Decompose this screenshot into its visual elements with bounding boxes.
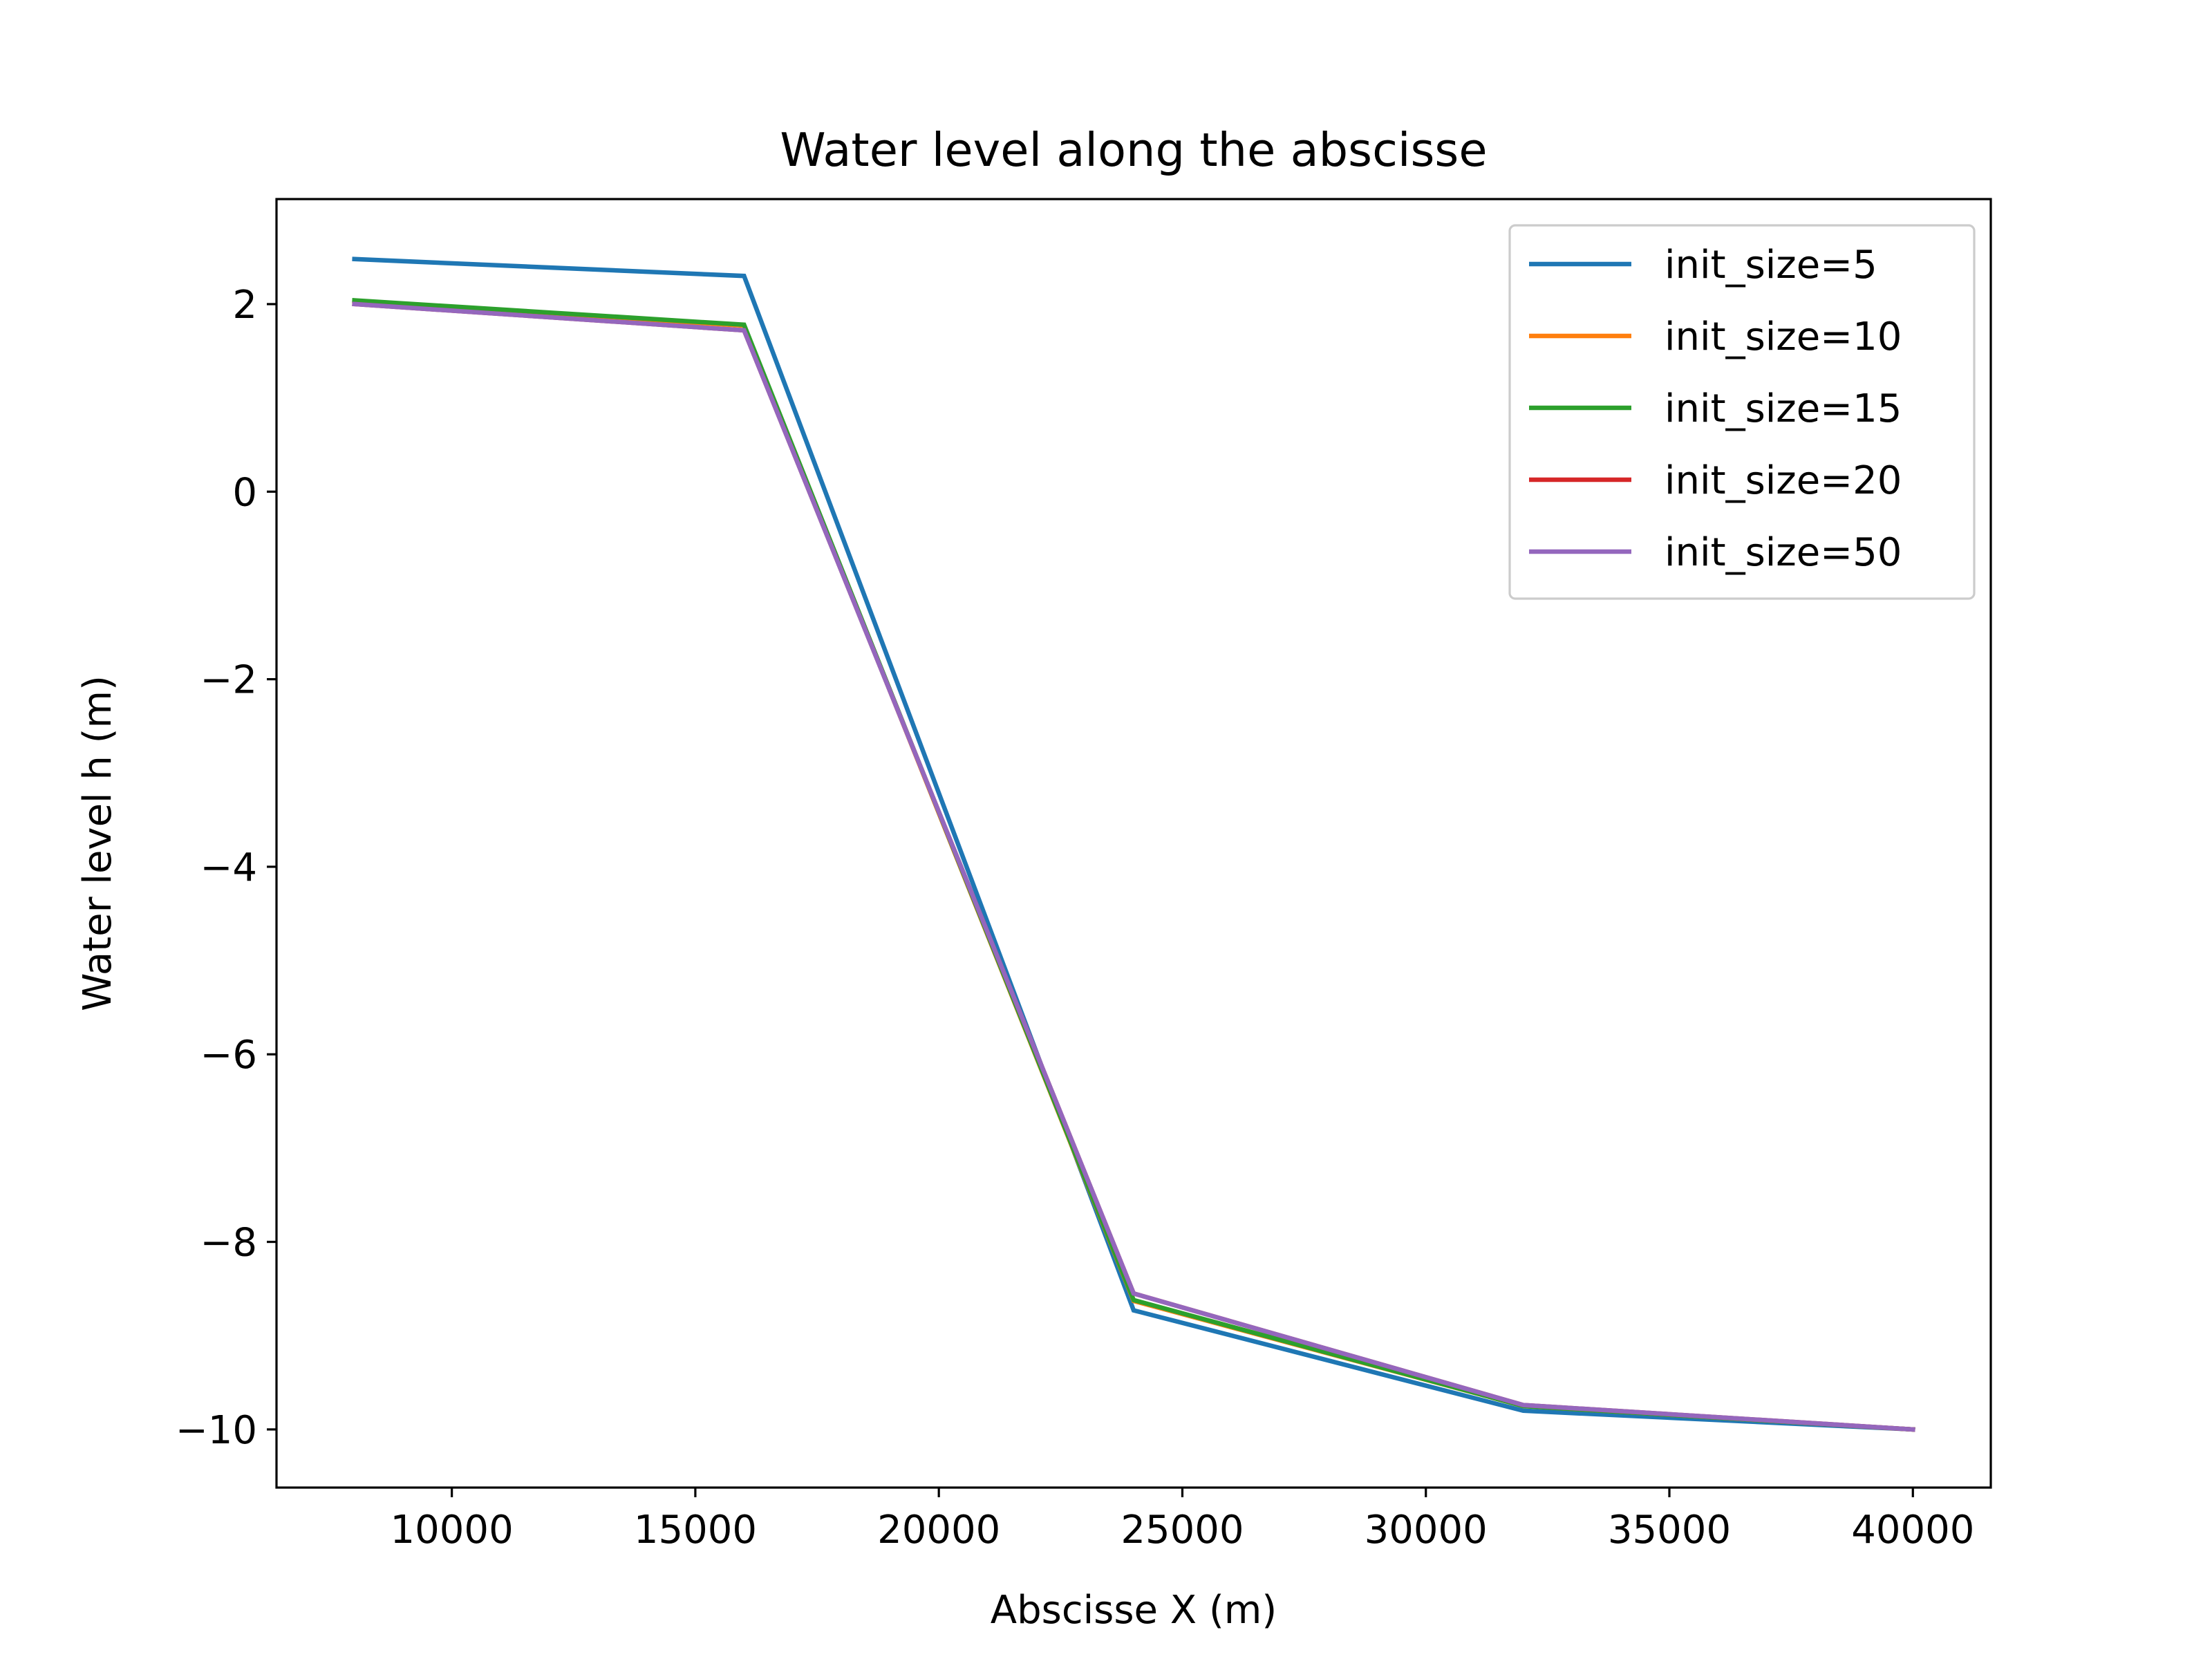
x-tick-label: 20000 (877, 1508, 1000, 1553)
legend-box (1508, 224, 1976, 600)
x-axis-ticks: 10000 15000 20000 25000 30000 35000 40000 (391, 1488, 1974, 1553)
y-tick-label: −2 (200, 658, 257, 703)
y-tick-label: −6 (200, 1033, 257, 1078)
legend-label: init_size=15 (1665, 386, 1902, 431)
x-tick-label: 25000 (1121, 1508, 1244, 1553)
y-tick-label: 2 (232, 283, 257, 328)
series-line-init-size-5 (352, 256, 1915, 1432)
y-tick-label: −4 (200, 845, 257, 890)
y-tick-label: −10 (176, 1408, 257, 1453)
plot-frame (275, 198, 1992, 1489)
legend-label: init_size=10 (1665, 315, 1902, 359)
x-tick-label: 30000 (1365, 1508, 1488, 1553)
chart-title: Water level along the abscisse (780, 123, 1487, 177)
x-axis-label: Abscisse X (m) (991, 1588, 1277, 1633)
y-axis-ticks: 2 0 −2 −4 −6 −8 −10 (176, 283, 276, 1453)
y-axis-label: Water level h (m) (75, 675, 120, 1011)
legend: init_size=5 init_size=10 init_size=15 init_… (1508, 224, 1976, 600)
series-line-init-size-50 (352, 301, 1915, 1432)
x-tick-label: 15000 (634, 1508, 757, 1553)
series-layer (352, 256, 1915, 1432)
x-tick-label: 10000 (391, 1508, 514, 1553)
y-tick-label: −8 (200, 1221, 257, 1266)
legend-label: init_size=5 (1665, 243, 1877, 288)
y-tick-label: 0 (232, 470, 257, 515)
legend-label: init_size=50 (1665, 530, 1902, 575)
legend-label: init_size=20 (1665, 458, 1902, 503)
x-tick-label: 40000 (1851, 1508, 1974, 1553)
x-tick-label: 35000 (1608, 1508, 1731, 1553)
